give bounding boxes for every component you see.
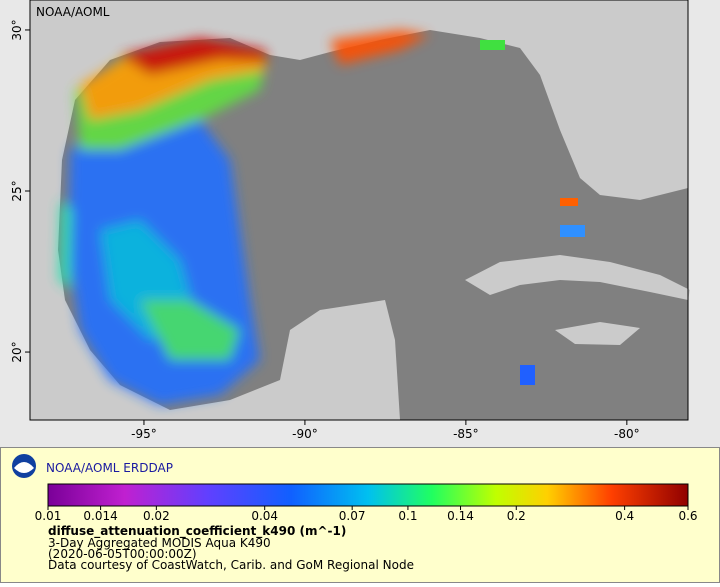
colorbar (47, 483, 689, 507)
patch (560, 225, 585, 237)
colorbar-tick-label: 0.4 (615, 509, 634, 523)
axes: -95° -90° -85° -80° 30° 25° 20° (10, 19, 640, 441)
k490-field (58, 30, 430, 405)
variable: diffuse_attenuation_coefficient_k490 (m^… (48, 524, 346, 539)
patch (520, 365, 535, 385)
subtitle: (2020-06-05T00:00:00Z) (48, 547, 197, 561)
patch (480, 40, 505, 50)
colorbar-tick-label: 0.02 (143, 509, 170, 523)
colorbar-tick-label: 0.04 (251, 509, 278, 523)
x-tick-label: -95° (131, 427, 157, 441)
colorbar-tick-label: 0.6 (678, 509, 697, 523)
y-tick-label: 25° (10, 180, 24, 201)
colorbar-ticks: 0.01 0.014 0.02 0.04 0.07 0.1 0.14 0.2 0.4 0.6 (35, 506, 698, 523)
x-tick-label: -80° (614, 427, 640, 441)
cuba (465, 255, 690, 300)
jamaica (555, 322, 640, 345)
subtitle: 3-Day Aggregated MODIS Aqua K490 (48, 536, 271, 550)
colorbar-tick-label: 0.2 (507, 509, 526, 523)
map-frame (29, 0, 689, 421)
subtitle: Data courtesy of CoastWatch, Carib. and … (48, 558, 414, 572)
corner-label: NOAA/AOML (36, 5, 110, 19)
y-tick-label: 20° (10, 341, 24, 362)
colorbar-tick-label: 0.1 (398, 509, 417, 523)
brand: NOAA/AOML ERDDAP (46, 461, 173, 475)
patch (560, 198, 578, 206)
noaa-logo-bird (14, 462, 34, 473)
map: NOAA/AOML (29, 0, 690, 421)
footer-panel (0, 447, 720, 583)
x-tick-label: -85° (453, 427, 479, 441)
x-tick-label: -90° (292, 427, 318, 441)
y-tick-label: 30° (10, 19, 24, 40)
colorbar-tick-label: 0.014 (83, 509, 117, 523)
colorbar-tick-label: 0.14 (447, 509, 474, 523)
colorbar-tick-label: 0.07 (339, 509, 366, 523)
colorbar-tick-label: 0.01 (35, 509, 62, 523)
